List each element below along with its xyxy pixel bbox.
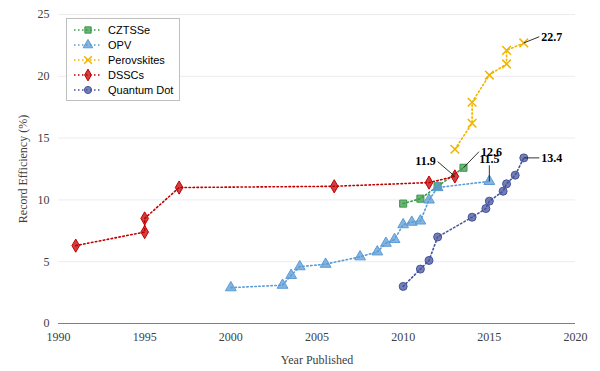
html-text:OPV: OPV [108, 38, 132, 51]
svg-text:Year Published: Year Published [281, 353, 353, 367]
svg-text:Record Efficiency (%): Record Efficiency (%) [16, 115, 30, 223]
svg-text:1990: 1990 [47, 330, 71, 344]
svg-text:5: 5 [44, 255, 50, 269]
svg-text:22.7: 22.7 [541, 30, 562, 44]
svg-text:1995: 1995 [133, 330, 157, 344]
svg-text:11.5: 11.5 [479, 152, 499, 166]
svg-text:25: 25 [38, 7, 50, 21]
svg-text:13.4: 13.4 [541, 151, 562, 165]
svg-text:2020: 2020 [564, 330, 588, 344]
svg-text:2000: 2000 [219, 330, 243, 344]
svg-text:20: 20 [38, 69, 50, 83]
svg-text:15: 15 [38, 131, 50, 145]
html-text:DSSCs: DSSCs [108, 68, 145, 81]
html-text:CZTSSe: CZTSSe [108, 23, 151, 36]
html-text:Quantum Dot: Quantum Dot [108, 83, 174, 96]
svg-text:2005: 2005 [305, 330, 329, 344]
html-text:Perovskites: Perovskites [108, 53, 165, 66]
svg-text:2015: 2015 [477, 330, 501, 344]
svg-text:10: 10 [38, 193, 50, 207]
svg-text:11.9: 11.9 [415, 154, 435, 168]
svg-text:2010: 2010 [391, 330, 415, 344]
svg-text:0: 0 [44, 316, 50, 330]
